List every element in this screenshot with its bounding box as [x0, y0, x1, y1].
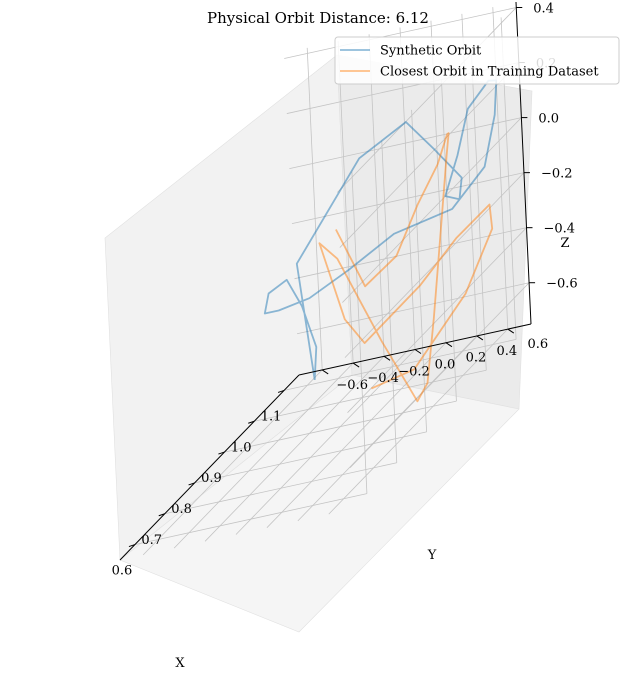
- y-tick-label: 0.2: [466, 351, 487, 366]
- series-synthetic-orbit: [263, 79, 498, 381]
- grid-line-y-floor: [235, 349, 416, 535]
- z-axis-label: Z: [560, 236, 569, 251]
- grid-line-x-wall: [351, 171, 368, 494]
- grid-line-y-floor: [173, 362, 354, 549]
- z-tick-label: −0.6: [546, 277, 578, 292]
- x-tick-mark: [158, 513, 165, 517]
- x-tick-label: 1.1: [261, 409, 282, 424]
- y-tick-label: 0.6: [527, 337, 548, 352]
- grid-line-x-wall: [381, 140, 398, 463]
- y-tick-mark: [352, 362, 360, 368]
- y-axis-label: Y: [427, 548, 437, 563]
- legend: Synthetic Orbit Closest Orbit in Trainin…: [334, 36, 620, 85]
- x-tick-mark: [188, 482, 195, 486]
- y-tick-label: 0.4: [497, 344, 518, 359]
- legend-label-closest: Closest Orbit in Training Dataset: [380, 65, 599, 80]
- y-tick-mark: [383, 355, 391, 361]
- grid-line-z-side: [294, 227, 527, 280]
- grid-line-z-side: [284, 7, 517, 59]
- y-tick-mark: [414, 349, 422, 354]
- grid-line-z-side: [291, 172, 525, 225]
- axes-3d: 0.60.70.80.91.01.1−0.6 −0.4 −0.2 0.0 0.2 0.4 0…: [104, 2, 578, 633]
- grid-line-y-wall: [337, 41, 354, 364]
- chart-title: Physical Orbit Distance: 6.12: [207, 9, 429, 27]
- y-tick-label: 0.0: [435, 358, 456, 373]
- x-tick-label: 0.8: [171, 502, 192, 517]
- z-tick-label: 0.0: [538, 112, 559, 127]
- grid-line-z-back: [342, 117, 522, 303]
- x-tick-mark: [277, 389, 285, 393]
- series-closest-orbit: [318, 132, 494, 403]
- grid-line-z-side: [296, 282, 530, 335]
- y-tick-mark: [445, 342, 453, 348]
- grid-line-y-floor: [142, 369, 323, 556]
- grid-line-z-side: [289, 117, 522, 169]
- grid-line-y-floor: [266, 342, 447, 528]
- grid-line-z-back: [339, 62, 520, 248]
- axis-ticks: 0.60.70.80.91.01.1−0.6 −0.4 −0.2 0.0 0.2 0.4 0…: [112, 2, 578, 579]
- x-tick-label: 0.7: [141, 533, 162, 548]
- grid-line-y-wall: [306, 47, 323, 370]
- x-tick-mark: [128, 544, 136, 548]
- pane-floor: [119, 374, 520, 633]
- x-tick-label: 0.9: [201, 471, 222, 486]
- z-tick-label: −0.2: [541, 167, 573, 182]
- grid-line-y-wall: [368, 34, 385, 357]
- x-axis-line: [119, 374, 300, 561]
- grid-line-x-wall: [441, 79, 457, 402]
- x-tick-mark: [218, 451, 225, 455]
- grid-line-z-back: [347, 227, 527, 413]
- z-tick-label: −0.4: [544, 222, 576, 237]
- x-tick-label: 1.0: [231, 440, 252, 455]
- y-tick-mark: [321, 369, 329, 375]
- y-tick-label: −0.4: [367, 371, 399, 386]
- grid-lines: [134, 7, 530, 556]
- y-tick-label: −0.2: [398, 364, 430, 379]
- grid-line-y-floor: [297, 335, 478, 522]
- grid-line-y-floor: [204, 356, 385, 542]
- series-layer: [263, 79, 498, 403]
- legend-label-synthetic: Synthetic Orbit: [380, 44, 482, 59]
- x-tick-label: 0.6: [112, 564, 133, 579]
- grid-line-y-floor: [328, 328, 509, 515]
- legend-frame: [334, 36, 620, 85]
- x-tick-mark: [248, 420, 255, 424]
- z-tick-label: 0.4: [533, 2, 554, 17]
- y-tick-label: −0.6: [336, 378, 368, 393]
- grid-line-z-back: [349, 282, 530, 468]
- x-axis-label: X: [175, 656, 185, 671]
- grid-line-x-wall: [411, 109, 427, 432]
- y-tick-mark: [476, 335, 484, 341]
- y-tick-mark: [507, 328, 515, 334]
